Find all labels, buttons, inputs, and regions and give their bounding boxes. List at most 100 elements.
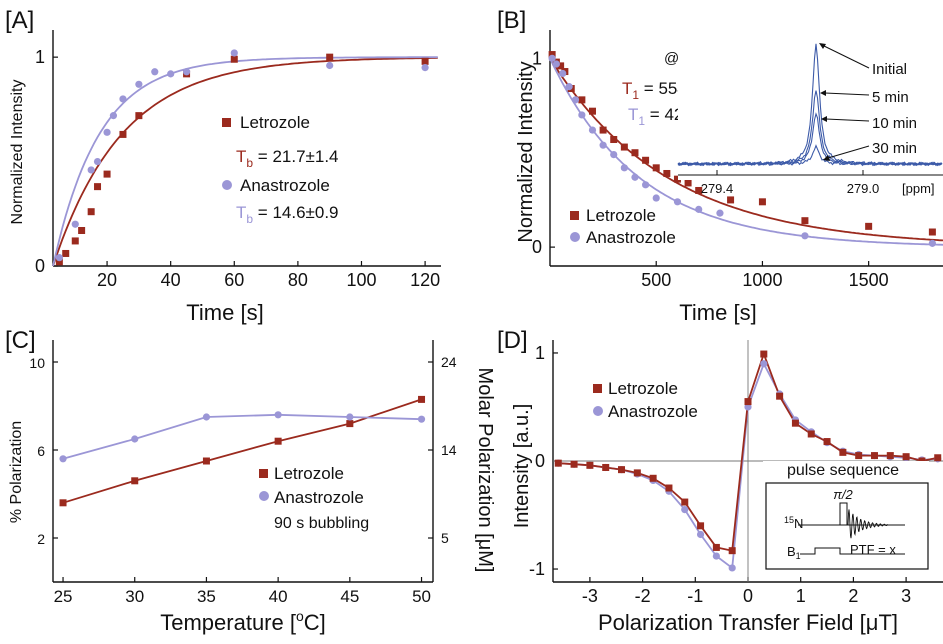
- panel-a-point-letrozole: [230, 55, 238, 63]
- panel-a-point-anastrozole: [103, 128, 111, 136]
- panel-a-legend-letrozole-marker: [222, 118, 231, 127]
- panel-d-x-axis-label: Polarization Transfer Field [μT]: [598, 610, 898, 635]
- panel-c-y-tick-label: 2: [37, 531, 45, 547]
- panel-c-x-tick-label: 25: [54, 587, 73, 606]
- panel-d-point-anastrozole: [696, 530, 705, 539]
- panel-a-point-letrozole: [71, 237, 79, 245]
- panel-a-point-anastrozole: [135, 80, 143, 88]
- panel-d-inset-ptf: PTF = x: [850, 542, 896, 557]
- panel-b-point-anastrozole: [716, 209, 724, 217]
- panel-a-y-axis-label: Normalized Intensity: [9, 80, 26, 225]
- panel-a-legend-anastrozole: Anastrozole: [240, 176, 330, 195]
- panel-d-y-axis-label: Intensity [a.u.]: [511, 404, 533, 529]
- panel-b-inset-label-10min: 10 min: [872, 115, 917, 132]
- panel-d-data-marks: [554, 350, 942, 572]
- panel-a-anastrozole-tb: Tb = 14.6±0.9: [236, 203, 339, 226]
- panel-c-lines: [62, 398, 422, 504]
- panel-c-point-letrozole: [274, 437, 282, 445]
- panel-b-inset-background: [678, 30, 943, 180]
- panel-b-x-axis-label: Time [s]: [679, 300, 756, 325]
- panel-d-point-anastrozole: [712, 552, 720, 560]
- panel-a-point-letrozole: [421, 57, 429, 65]
- panel-d-point-letrozole: [649, 474, 657, 482]
- panel-c-point-anastrozole: [131, 435, 139, 443]
- panel-b-point-letrozole: [727, 196, 735, 204]
- panel-b-inset-tick-label-2: 279.0: [847, 181, 880, 196]
- panel-d-y-tick-label: -1: [529, 559, 545, 579]
- panel-a-x-tick-label: 60: [224, 270, 244, 290]
- panel-a-point-letrozole: [103, 170, 111, 178]
- panel-a-y-tick-label: 0: [35, 256, 45, 276]
- panel-c-point-letrozole: [202, 457, 210, 465]
- panel-c-line-letrozole: [62, 398, 422, 504]
- panel-a-legend-anastrozole-marker: [222, 180, 232, 190]
- panel-b-point-letrozole: [610, 136, 618, 144]
- panel-a-point-anastrozole: [55, 254, 63, 262]
- panel-a-point-anastrozole: [230, 49, 238, 57]
- panel-b-x-tick-label: 1500: [849, 270, 889, 290]
- panel-a-point-letrozole: [62, 249, 70, 257]
- panel-d-x-tick-label: -3: [582, 586, 598, 606]
- panel-d: [D] -3 -2 -1 0 1 2 3 -1 0 1 Polarization Transfer…: [497, 327, 943, 635]
- panel-a-point-letrozole: [119, 130, 127, 138]
- panel-d-inset-title: pulse sequence: [787, 462, 899, 479]
- panel-d-x-tick-label: 2: [848, 586, 858, 606]
- panel-d-point-letrozole: [633, 469, 641, 477]
- panel-d-point-letrozole: [776, 392, 784, 400]
- panel-b-inset-label-5min: 5 min: [872, 89, 909, 106]
- panel-b-point-letrozole: [695, 186, 703, 194]
- panel-b-inset-traces: [677, 43, 943, 167]
- panel-a-fit-letrozole: [52, 57, 438, 267]
- panel-b-point-letrozole: [631, 149, 639, 157]
- panel-d-point-anastrozole: [728, 564, 736, 572]
- panel-b-point-letrozole: [557, 62, 565, 70]
- panel-a-point-letrozole: [78, 226, 86, 234]
- panel-d-point-letrozole: [760, 350, 768, 358]
- panel-c-x-axis-label: Temperature [oC]: [160, 608, 326, 635]
- panel-c-point-letrozole: [418, 395, 426, 403]
- panel-c-x-tick-label: 45: [340, 587, 359, 606]
- panel-d-inset-nucleus: 15N: [784, 515, 803, 531]
- panel-a-point-letrozole: [326, 53, 334, 61]
- panel-b-point-anastrozole: [599, 141, 607, 149]
- panel-a-fit-anastrozole: [52, 56, 438, 267]
- panel-d-inset-frame: [765, 482, 929, 570]
- panel-b-point-letrozole: [588, 107, 596, 115]
- panel-d-x-tick-label: -1: [687, 586, 703, 606]
- panel-c-y-tick-label: 10: [29, 355, 45, 371]
- panel-b-x-tick-label: 1000: [742, 270, 782, 290]
- panel-b-legend-letrozole: Letrozole: [586, 206, 656, 225]
- panel-b-point-letrozole: [548, 51, 556, 59]
- panel-d-inset-pulse-label: π/2: [833, 487, 853, 502]
- panel-a-point-anastrozole: [71, 220, 79, 228]
- panel-c-data-marks: [59, 395, 426, 507]
- panel-a-letrozole-tb: Tb = 21.7±1.4: [236, 147, 339, 170]
- panel-c-x-tick-label: 40: [269, 587, 288, 606]
- panel-b-point-anastrozole: [571, 96, 580, 104]
- panel-b-y-tick-label: 0: [532, 237, 542, 257]
- panel-a-point-anastrozole: [93, 157, 102, 166]
- panel-c-point-anastrozole: [417, 415, 426, 423]
- panel-b-legend-letrozole-marker: [570, 211, 579, 220]
- panel-d-point-letrozole: [807, 430, 815, 438]
- panel-a-point-anastrozole: [326, 61, 334, 70]
- panel-d-x-tick-label: -2: [635, 586, 651, 606]
- panel-b-point-anastrozole: [559, 69, 567, 78]
- panel-b: [B] 500 1000 1500 0 1 Time [s] Normalized In…: [497, 7, 943, 325]
- panel-a-x-tick-label: 100: [346, 270, 376, 290]
- panel-c-y-tick-label-right: 14: [441, 442, 457, 458]
- panel-c-x-tick-label: 50: [412, 587, 431, 606]
- panel-d-point-letrozole: [744, 398, 752, 406]
- panel-c-condition: 90 s bubbling: [274, 515, 369, 532]
- panel-b-inset-arrowheads: [819, 43, 830, 161]
- panel-a-point-letrozole: [87, 208, 95, 216]
- panel-d-point-anastrozole: [744, 403, 752, 411]
- panel-b-point-anastrozole: [631, 173, 639, 181]
- panel-b-legend-anastrozole: Anastrozole: [586, 228, 676, 247]
- panel-a-label: [A]: [5, 7, 34, 34]
- panel-c-x-tick-label: 35: [197, 587, 216, 606]
- panel-c-y-tick-label: 6: [37, 443, 45, 459]
- panel-c-point-letrozole: [131, 477, 139, 485]
- panel-b-point-letrozole: [620, 143, 628, 151]
